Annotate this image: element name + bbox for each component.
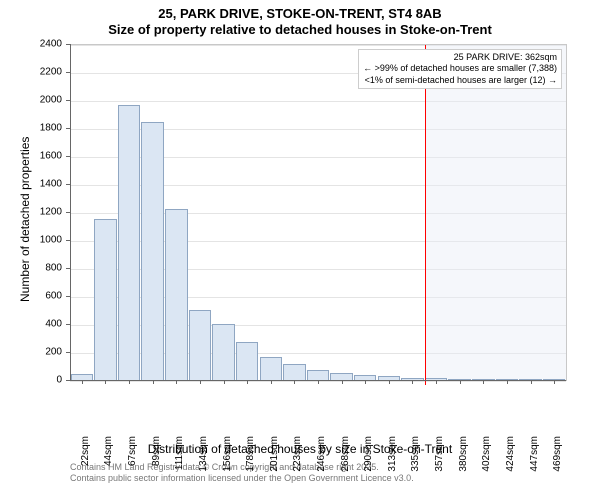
x-tick-label: 134sqm bbox=[198, 436, 209, 486]
y-tick-label: 400 bbox=[30, 319, 62, 330]
histogram-bar bbox=[141, 122, 163, 381]
chart-title-line2: Size of property relative to detached ho… bbox=[0, 22, 600, 37]
x-tick-label: 223sqm bbox=[292, 436, 303, 486]
chart-title-line1: 25, PARK DRIVE, STOKE-ON-TRENT, ST4 8AB bbox=[0, 6, 600, 21]
histogram-bar bbox=[236, 342, 258, 381]
y-axis bbox=[70, 44, 71, 380]
x-tick-label: 335sqm bbox=[410, 436, 421, 486]
annotation-line: 25 PARK DRIVE: 362sqm bbox=[363, 52, 557, 63]
histogram-bar bbox=[94, 219, 116, 381]
annotation-line: <1% of semi-detached houses are larger (… bbox=[363, 75, 557, 86]
x-tick-label: 89sqm bbox=[151, 436, 162, 486]
annotation-box: 25 PARK DRIVE: 362sqm← >99% of detached … bbox=[358, 49, 562, 89]
property-marker-line bbox=[425, 45, 426, 385]
y-tick-label: 1200 bbox=[30, 207, 62, 218]
y-tick-label: 0 bbox=[30, 375, 62, 386]
x-tick-label: 469sqm bbox=[552, 436, 563, 486]
plot-area: 25 PARK DRIVE: 362sqm← >99% of detached … bbox=[70, 44, 567, 381]
y-tick-label: 1800 bbox=[30, 123, 62, 134]
histogram-bar bbox=[118, 105, 140, 381]
x-tick-label: 313sqm bbox=[387, 436, 398, 486]
x-tick-label: 44sqm bbox=[103, 436, 114, 486]
y-tick-label: 2400 bbox=[30, 39, 62, 50]
x-tick-label: 156sqm bbox=[222, 436, 233, 486]
y-tick-label: 1000 bbox=[30, 235, 62, 246]
y-tick-label: 2200 bbox=[30, 67, 62, 78]
histogram-bar bbox=[189, 310, 211, 381]
histogram-bar bbox=[165, 209, 187, 381]
x-tick-label: 357sqm bbox=[434, 436, 445, 486]
x-tick-label: 201sqm bbox=[269, 436, 280, 486]
x-tick-label: 67sqm bbox=[127, 436, 138, 486]
x-axis bbox=[70, 380, 566, 381]
x-tick-label: 111sqm bbox=[174, 436, 185, 486]
x-tick-label: 447sqm bbox=[529, 436, 540, 486]
x-tick-label: 402sqm bbox=[481, 436, 492, 486]
x-tick-label: 380sqm bbox=[458, 436, 469, 486]
y-tick-label: 800 bbox=[30, 263, 62, 274]
histogram-bar bbox=[283, 364, 305, 381]
x-tick-label: 178sqm bbox=[245, 436, 256, 486]
histogram-bar bbox=[212, 324, 234, 381]
y-tick-label: 2000 bbox=[30, 95, 62, 106]
y-tick-label: 1400 bbox=[30, 179, 62, 190]
x-tick-label: 290sqm bbox=[363, 436, 374, 486]
histogram-bar bbox=[260, 357, 282, 381]
annotation-line: ← >99% of detached houses are smaller (7… bbox=[363, 63, 557, 74]
x-tick-label: 22sqm bbox=[80, 436, 91, 486]
x-tick-label: 268sqm bbox=[340, 436, 351, 486]
y-tick-label: 1600 bbox=[30, 151, 62, 162]
x-tick-label: 424sqm bbox=[505, 436, 516, 486]
larger-region-shade bbox=[425, 45, 566, 381]
x-tick-label: 246sqm bbox=[316, 436, 327, 486]
y-tick-label: 600 bbox=[30, 291, 62, 302]
y-tick-label: 200 bbox=[30, 347, 62, 358]
